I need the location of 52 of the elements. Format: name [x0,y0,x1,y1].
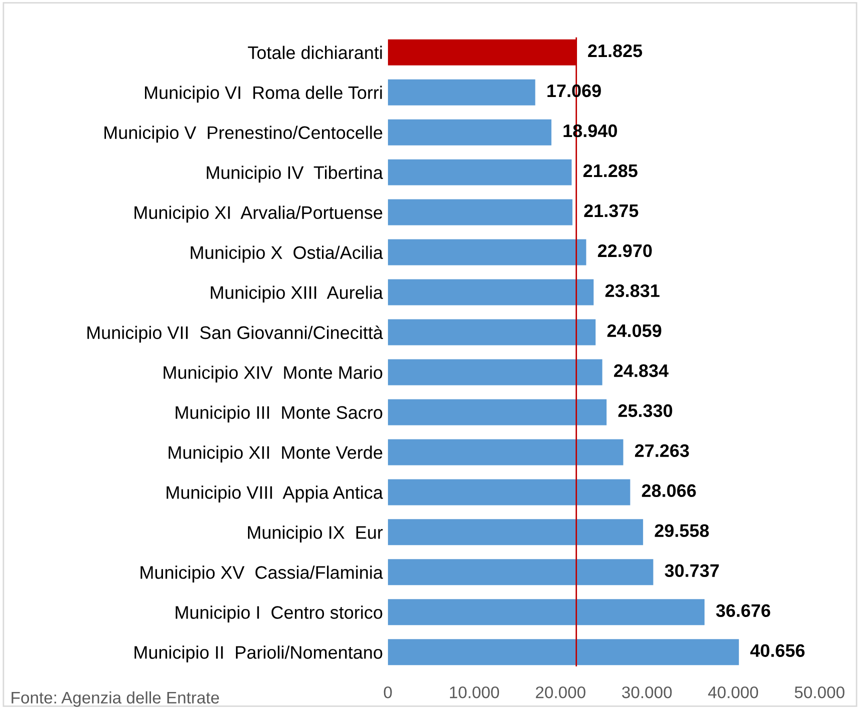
data-label: 25.330 [618,404,672,418]
y-tick-label: Municipio V Prenestino/Centocelle [104,126,382,143]
data-label: 21.375 [584,204,638,218]
bar [388,319,596,346]
y-tick-label: Municipio VIII Appia Antica [166,486,384,502]
bar [388,199,572,226]
bar [388,439,624,466]
y-tick-label: Municipio VII San Giovanni/Cinecittà [87,326,384,343]
data-label: 27.263 [634,444,689,458]
bar [388,479,630,506]
bar [388,599,705,626]
data-label: 40.656 [750,644,805,657]
y-tick-label: Municipio II Parioli/Nomentano [134,646,382,662]
y-tick-label: Municipio IV Tibertina [206,166,384,183]
y-tick-label: Totale dichiaranti [248,46,382,60]
y-tick-label: Municipio XII Monte Verde [168,446,382,462]
bar [388,399,607,426]
x-tick-label: 40.000 [708,686,758,698]
bar [388,639,739,666]
x-tick-label: 50.000 [794,686,844,698]
data-label: 24.059 [607,324,662,338]
bar [388,519,644,546]
x-tick-label: 10.000 [450,686,500,698]
bar [388,79,536,106]
x-tick-label: 30.000 [622,686,672,698]
data-label: 36.676 [716,604,770,618]
y-tick-label: Municipio III Monte Sacro [176,406,382,423]
x-tick-label: 0 [384,686,392,698]
bar [388,279,594,306]
data-label: 28.066 [642,484,696,498]
bar [388,159,572,186]
bar [388,559,654,586]
y-tick-label: Municipio VI Roma delle Torri [144,86,382,103]
source-note: Fonte: Agenzia delle Entrate [12,691,219,707]
data-label: 21.285 [583,164,638,178]
y-tick-label: Municipio XIV Monte Mario [164,366,382,383]
bar [388,239,586,266]
data-label: 22.970 [598,244,652,258]
data-label: 24.834 [614,364,669,378]
y-tick-label: Municipio XIII Aurelia [210,286,384,303]
bar [388,119,552,146]
y-tick-label: Municipio I Centro storico [176,606,382,622]
data-label: 23.831 [605,284,660,298]
x-tick-label: 20.000 [536,686,586,698]
data-label: 21.825 [588,44,642,58]
data-label: 29.558 [654,524,709,538]
y-tick-label: Municipio XV Cassia/Flaminia [140,566,384,582]
y-tick-label: Municipio XI Arvalia/Portuense [134,206,382,223]
data-label: 30.737 [664,564,719,578]
y-tick-label: Municipio IX Eur [248,526,383,542]
y-tick-label: Municipio X Ostia/Acilia [190,246,384,263]
bar [388,359,602,386]
